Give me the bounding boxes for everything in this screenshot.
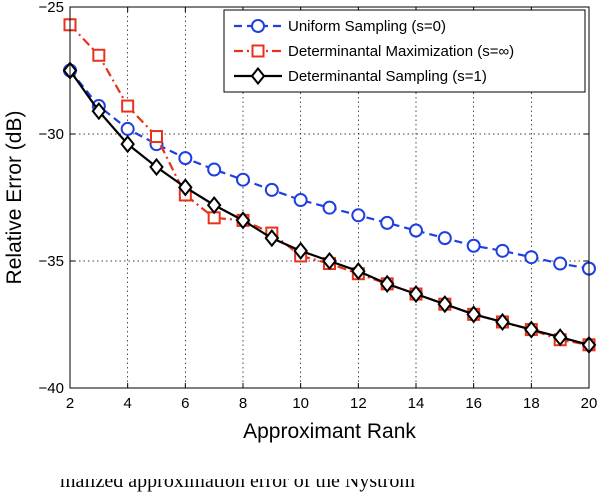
data-point-diamond: [120, 135, 135, 154]
legend-label: Uniform Sampling (s=0): [288, 18, 446, 35]
data-point-circle: [236, 172, 250, 187]
series-diamond: [62, 61, 597, 354]
data-point-circle: [322, 200, 337, 215]
x-tick-label: 14: [408, 395, 425, 412]
data-point-diamond: [293, 241, 308, 260]
data-point-circle: [466, 238, 481, 253]
x-tick-label: 10: [292, 395, 309, 412]
x-tick-label: 12: [350, 395, 367, 412]
data-point-circle: [380, 215, 395, 230]
x-tick-label: 16: [465, 395, 482, 412]
data-point-diamond: [351, 262, 366, 281]
data-point-square: [150, 130, 163, 144]
data-point-circle: [120, 121, 135, 136]
data-point-diamond: [235, 211, 251, 230]
data-point-square: [92, 48, 106, 62]
data-point-diamond: [250, 66, 266, 86]
data-point-diamond: [495, 312, 510, 332]
data-point-circle: [553, 256, 568, 271]
y-tick-label: −25: [39, 0, 64, 16]
data-point-circle: [437, 231, 452, 246]
legend-item: Determinantal Maximization (s=∞): [234, 43, 514, 60]
data-point-circle: [178, 151, 193, 166]
legend-label: Determinantal Maximization (s=∞): [288, 43, 514, 60]
legend-label: Determinantal Sampling (s=1): [288, 68, 487, 85]
y-tick-label: −40: [39, 380, 64, 397]
data-point-diamond: [466, 305, 481, 324]
data-point-diamond: [437, 295, 453, 314]
data-point-circle: [251, 19, 265, 33]
data-point-diamond: [379, 274, 395, 293]
data-point-square: [251, 44, 265, 58]
series-layer: [62, 18, 597, 354]
legend-item: Determinantal Sampling (s=1): [234, 66, 487, 86]
data-point-circle: [524, 250, 539, 265]
x-axis-label: Approximant Rank: [243, 420, 416, 443]
data-point-circle: [351, 208, 366, 223]
data-point-circle: [293, 193, 308, 208]
data-point-circle: [409, 223, 423, 238]
data-point-diamond: [408, 284, 424, 304]
x-tick-label: 18: [523, 395, 540, 412]
data-point-diamond: [206, 196, 222, 215]
data-point-diamond: [322, 251, 337, 271]
y-axis-label: Relative Error (dB): [3, 111, 26, 285]
series-circle: [63, 63, 596, 276]
y-tick-label: −30: [39, 126, 64, 143]
legend-item: Uniform Sampling (s=0): [234, 18, 446, 35]
legend-box: [223, 9, 586, 93]
data-point-square: [121, 99, 135, 113]
data-point-diamond: [91, 102, 107, 121]
series-line: [69, 69, 590, 270]
plot-frame: [69, 6, 590, 389]
legend: Uniform Sampling (s=0) Determinantal Maxi…: [223, 9, 586, 93]
y-tick-label: −35: [39, 253, 64, 270]
data-point-circle: [207, 162, 222, 177]
x-tick-label: 2: [66, 395, 74, 412]
data-point-diamond: [178, 178, 193, 197]
x-tick-label: 20: [581, 395, 598, 412]
data-point-circle: [264, 182, 279, 197]
data-point-diamond: [149, 157, 164, 177]
x-tick-label: 8: [239, 395, 247, 412]
x-tick-label: 4: [123, 395, 131, 412]
ticks: 2 4 6 8 10 12 14 16 18 20 −40 −35 −30 −25: [39, 0, 598, 412]
x-tick-label: 6: [181, 395, 189, 412]
figure-caption: malized approximation error of the Nystr…: [60, 470, 415, 492]
data-point-diamond: [552, 328, 568, 347]
data-point-circle: [495, 243, 510, 258]
data-point-diamond: [524, 320, 539, 339]
data-point-diamond: [264, 229, 280, 248]
